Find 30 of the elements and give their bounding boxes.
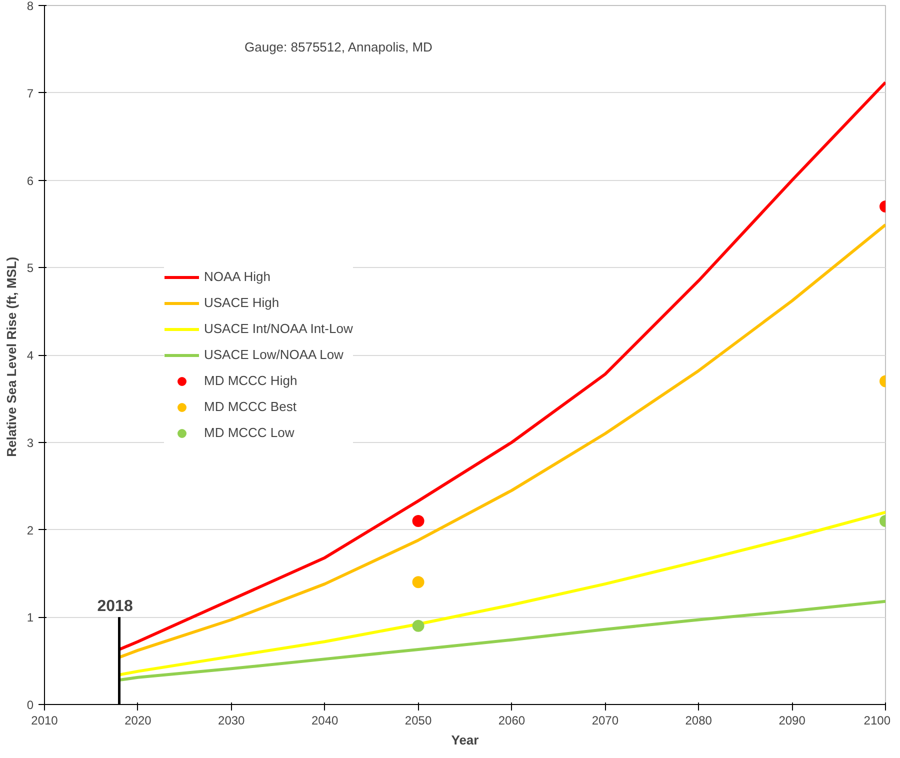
- x-tick-label: 2030: [218, 714, 246, 728]
- x-tick-label: 2050: [404, 714, 432, 728]
- y-tick-label: 1: [26, 610, 34, 625]
- y-tick-label: 5: [26, 261, 34, 276]
- legend-label: NOAA High: [204, 269, 270, 284]
- y-tick-label: 0: [26, 698, 34, 712]
- x-tick-label: 2090: [778, 714, 806, 728]
- legend-label: MD MCCC High: [204, 373, 298, 388]
- y-tick-label: 7: [26, 86, 34, 100]
- x-axis-title: Year: [451, 732, 479, 748]
- x-tick-label: 2100: [864, 714, 891, 728]
- y-tick-label: 2: [26, 523, 34, 538]
- legend-label: MD MCCC Low: [204, 425, 294, 440]
- legend-label: MD MCCC Best: [204, 399, 296, 414]
- y-tick-label: 8: [26, 0, 34, 13]
- annotation: Gauge: 8575512, Annapolis, MD: [244, 40, 432, 54]
- y-axis-title: Relative Sea Level Rise (ft, MSL): [4, 256, 19, 457]
- x-tick-label: 2060: [498, 714, 526, 728]
- x-tick-label: 2080: [685, 714, 712, 728]
- y-tick-label: 4: [26, 348, 34, 362]
- legend-label: USACE Int/NOAA Int-Low: [204, 321, 353, 336]
- legend-label: USACE Low/NOAA Low: [204, 347, 344, 362]
- x-tick-label: 2010: [31, 714, 58, 728]
- annotation: 2018: [97, 598, 133, 616]
- x-tick-label: 2020: [124, 714, 152, 728]
- legend-label: USACE High: [204, 295, 280, 310]
- y-tick-label: 3: [26, 436, 34, 450]
- y-tick-label: 6: [26, 174, 34, 188]
- x-tick-label: 2040: [311, 714, 339, 728]
- x-tick-label: 2070: [592, 714, 619, 728]
